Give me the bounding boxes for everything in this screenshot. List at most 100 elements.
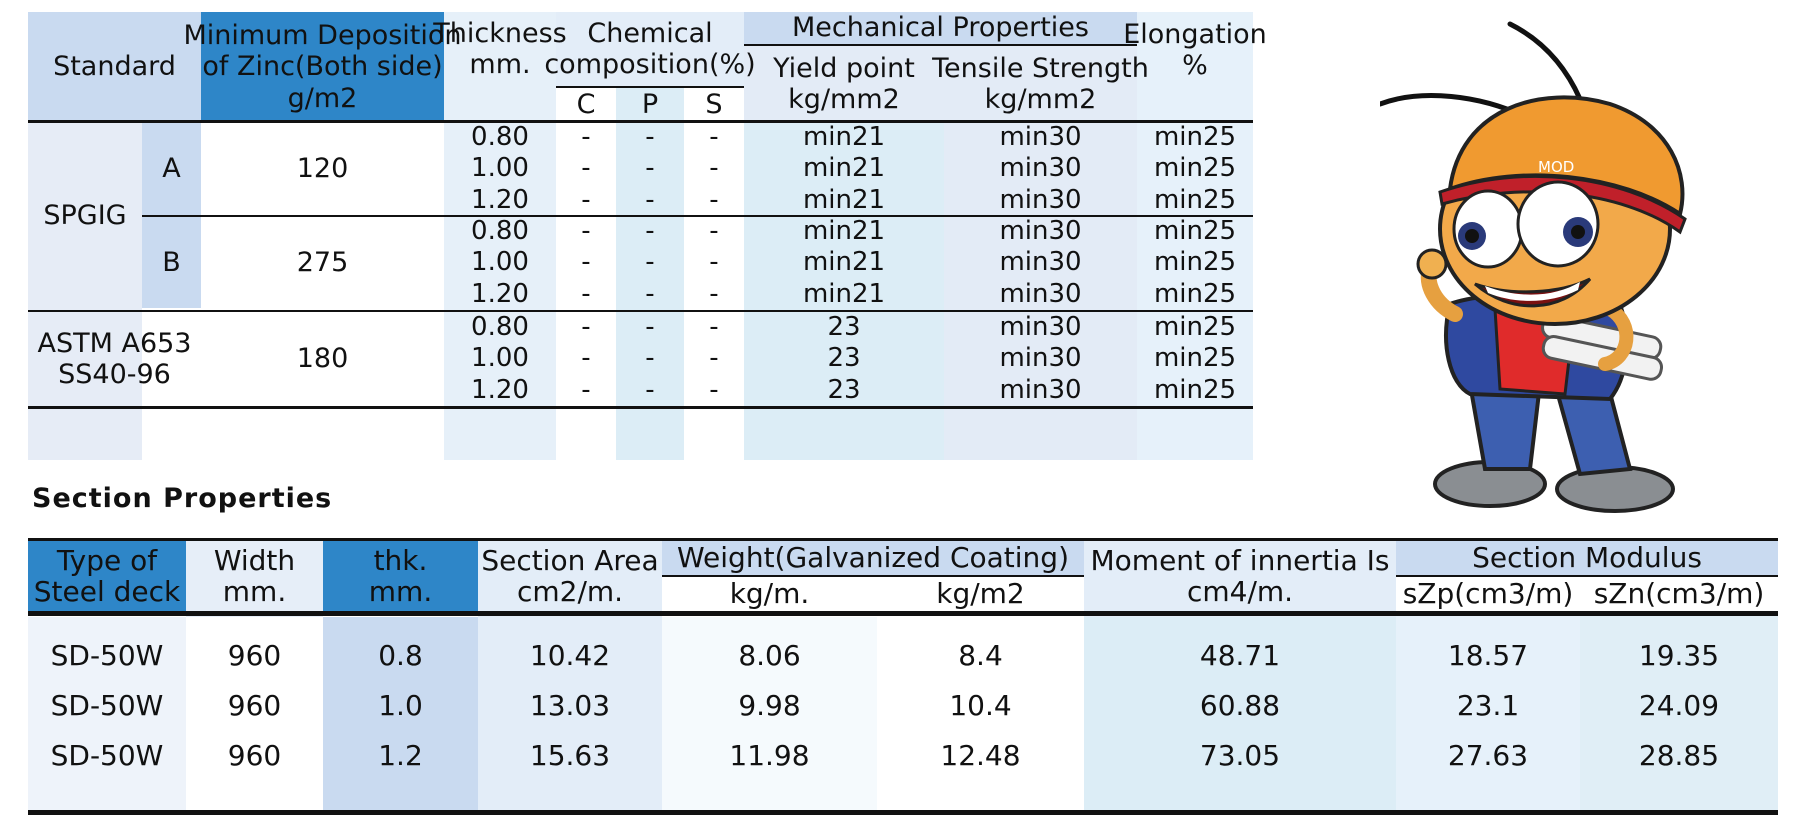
cell-p: -	[645, 215, 655, 246]
cell-kgm: 9.98	[738, 689, 801, 723]
steel-spec-table: Standard Minimum Deposition of Zinc(Both…	[28, 12, 1408, 460]
col-s-bg	[684, 88, 744, 460]
cell-yield: min21	[802, 121, 886, 152]
header-thk: thk. mm.	[323, 541, 478, 611]
header-tensile-line1: Tensile Strength	[932, 52, 1149, 84]
cell-yield: min21	[802, 184, 886, 215]
header-yield: Yield point kg/mm2	[744, 46, 944, 122]
header-modulus: Section Modulus	[1472, 541, 1702, 575]
cell-tensile: min30	[999, 311, 1082, 342]
header-weight: Weight(Galvanized Coating)	[677, 541, 1069, 575]
col-width-body-bg	[186, 617, 323, 810]
cell-yield: 23	[827, 311, 861, 342]
col-area-bg	[478, 541, 662, 810]
zinc-value-astm: 180	[296, 343, 349, 375]
cell-yield: 23	[827, 374, 861, 405]
header-chem-p: P	[641, 89, 659, 121]
cell-szn: 19.35	[1638, 639, 1720, 673]
cell-p: -	[645, 121, 655, 152]
cell-kgm: 11.98	[729, 739, 810, 773]
cell-elong: min25	[1153, 215, 1237, 246]
cell-yield: min21	[802, 278, 886, 309]
header-type-line2: Steel deck	[33, 575, 181, 608]
cell-tensile: min30	[999, 374, 1082, 405]
header-weight-kgm2: kg/m2	[936, 577, 1025, 611]
cell-s: -	[709, 278, 719, 309]
header-area-line1: Section Area	[481, 543, 659, 577]
cell-area: 15.63	[529, 739, 611, 773]
cell-tensile: min30	[999, 184, 1082, 215]
cell-area: 10.42	[529, 639, 611, 673]
cell-s: -	[709, 247, 719, 278]
header-thickness-line1: Thickness	[433, 17, 567, 49]
header-moment-line1: Moment of innertia Is	[1090, 543, 1390, 577]
cell-s: -	[709, 215, 719, 246]
header-chem-s: S	[705, 89, 723, 121]
cell-area: 13.03	[529, 689, 611, 723]
header-elongation-line2: %	[1182, 50, 1208, 81]
header-moment-line2: cm4/m.	[1186, 575, 1294, 608]
header-weight-kgm: kg/m.	[729, 577, 810, 611]
header-tensile: Tensile Strength kg/mm2	[932, 46, 1149, 122]
zinc-value-a: 120	[296, 153, 349, 185]
zinc-value-b: 275	[296, 247, 349, 279]
group-b-rule	[28, 310, 1253, 312]
header-yield-line2: kg/mm2	[788, 84, 900, 115]
cell-s: -	[709, 121, 719, 152]
grade-b: B	[162, 247, 181, 279]
col-chem-header-bg	[556, 12, 744, 88]
cell-thk: 1.0	[378, 689, 423, 723]
cell-p: -	[645, 311, 655, 342]
cell-elong: min25	[1153, 343, 1237, 374]
table2-header-rule	[28, 611, 1778, 616]
header-zinc-line2: of Zinc(Both side)	[202, 51, 443, 83]
cell-yield: min21	[802, 153, 886, 184]
col-elongation-bg	[1137, 12, 1253, 460]
cell-width: 960	[227, 639, 282, 673]
cell-c: -	[581, 374, 591, 405]
col-tensile-bg	[944, 46, 1137, 460]
cell-thk: 1.2	[378, 739, 423, 773]
cell-szn: 28.85	[1638, 739, 1720, 773]
col-moment-body-bg	[1084, 617, 1396, 810]
header-width: Width mm.	[186, 541, 323, 611]
header-bottom-rule	[28, 120, 1253, 123]
cell-c: -	[581, 343, 591, 374]
cell-thk: 1.20	[471, 374, 529, 405]
header-szp: sZp(cm3/m)	[1402, 577, 1574, 611]
cell-szp: 27.63	[1447, 739, 1529, 773]
header-zinc-line1: Minimum Deposition	[183, 20, 462, 52]
col-weight-kgm-body-bg	[662, 617, 877, 810]
cell-tensile: min30	[999, 215, 1082, 246]
col-standard-header-bg	[28, 12, 201, 122]
grade-a: A	[162, 153, 181, 185]
col-yield-bg	[744, 122, 944, 460]
cell-c: -	[581, 278, 591, 309]
cell-s: -	[709, 153, 719, 184]
mascot-illustration: MOD	[1380, 21, 1687, 513]
cell-tensile: min30	[999, 343, 1082, 374]
header-moment: Moment of innertia Is cm4/m.	[1084, 541, 1396, 611]
cell-moment: 73.05	[1199, 739, 1281, 773]
header-area: Section Area cm2/m.	[478, 541, 662, 611]
header-thickness: Thickness mm.	[433, 12, 566, 86]
cell-type: SD-50W	[50, 689, 164, 723]
cell-szp: 18.57	[1447, 639, 1529, 673]
cell-c: -	[581, 311, 591, 342]
cell-s: -	[709, 374, 719, 405]
cell-elong: min25	[1153, 153, 1237, 184]
cell-width: 960	[227, 739, 282, 773]
cell-yield: min21	[802, 215, 886, 246]
cell-elong: min25	[1153, 278, 1237, 309]
cell-p: -	[645, 343, 655, 374]
cell-tensile: min30	[999, 247, 1082, 278]
cell-yield: 23	[827, 343, 861, 374]
header-chem-c: C	[576, 89, 596, 121]
col-thk-bg	[323, 617, 478, 810]
mascot-cap-text: MOD	[1538, 158, 1574, 176]
cell-c: -	[581, 215, 591, 246]
cell-s: -	[709, 184, 719, 215]
table2-bottom-rule	[28, 810, 1778, 815]
cell-moment: 60.88	[1199, 689, 1281, 723]
col-weight-header-bg	[662, 541, 1084, 575]
